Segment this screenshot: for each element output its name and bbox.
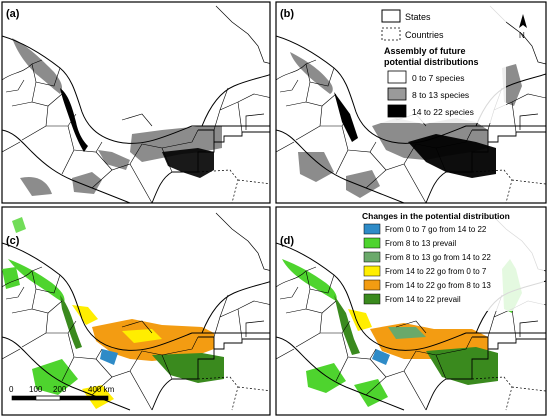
legend-swatch-0-7 [387, 70, 407, 84]
legend-countries-label: Countries [405, 30, 444, 40]
scale-tick-200: 200 [53, 385, 67, 394]
north-label: N [519, 31, 525, 40]
legend-change-label-5: From 14 to 22 go from 8 to 13 [385, 281, 491, 290]
map-panel-a: (a) [1, 1, 271, 204]
legend-assembly: States Countries Assembly of future pote… [378, 5, 506, 123]
legend-label-0-7: 0 to 7 species [412, 73, 464, 83]
legend-change-swatch-2 [363, 237, 381, 249]
legend-states-swatch [381, 9, 401, 23]
scale-bar: 0 100 200 400 km [9, 385, 115, 401]
scale-tick-100: 100 [29, 385, 43, 394]
legend-title-line1: Assembly of future [384, 46, 466, 56]
map-panel-b: (b) States Countries Assembly of future … [275, 1, 547, 204]
legend-change-label-6: From 14 to 22 prevail [385, 295, 461, 304]
legend-label-8-13: 8 to 13 species [412, 90, 469, 100]
legend-change-label-3: From 8 to 13 go from 14 to 22 [385, 253, 491, 262]
panel-label-c: (c) [6, 235, 20, 247]
scale-tick-400km: 400 km [88, 385, 115, 394]
legend-change-swatch-5 [363, 279, 381, 291]
legend-change-label-4: From 14 to 22 go from 0 to 7 [385, 267, 487, 276]
legend-changes: Changes in the potential distribution Fr… [360, 209, 544, 311]
legend-changes-title: Changes in the potential distribution [362, 211, 510, 221]
legend-states-label: States [405, 12, 431, 22]
legend-change-swatch-6 [363, 293, 381, 305]
legend-change-swatch-4 [363, 265, 381, 277]
panel-label-b: (b) [280, 8, 294, 20]
panel-label-a: (a) [6, 8, 20, 20]
legend-swatch-14-22 [387, 104, 407, 118]
map-panel-c: (c) 0 100 200 400 km [1, 206, 271, 416]
legend-change-label-1: From 0 to 7 go from 14 to 22 [385, 225, 487, 234]
legend-label-14-22: 14 to 22 species [412, 107, 474, 117]
legend-countries-swatch [381, 27, 401, 41]
legend-change-swatch-1 [363, 223, 381, 235]
legend-title-line2: potential distributions [384, 57, 479, 67]
north-arrow-icon: N [519, 14, 527, 40]
panel-label-d: (d) [280, 235, 294, 247]
legend-change-label-2: From 8 to 13 prevail [385, 239, 456, 248]
map-panel-d: (d) Changes in the potential distributio… [275, 206, 547, 416]
legend-change-swatch-3 [363, 251, 381, 263]
scale-tick-0: 0 [9, 385, 14, 394]
legend-swatch-8-13 [387, 87, 407, 101]
